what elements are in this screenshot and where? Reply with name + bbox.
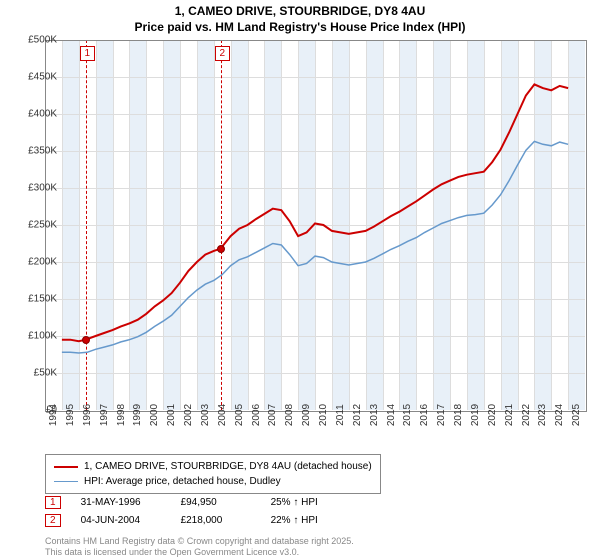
legend-swatch bbox=[54, 466, 78, 468]
sale-pct: 25% ↑ HPI bbox=[271, 497, 318, 508]
series-hpi bbox=[62, 141, 568, 353]
title-line1: 1, CAMEO DRIVE, STOURBRIDGE, DY8 4AU bbox=[175, 4, 426, 18]
legend-label: 1, CAMEO DRIVE, STOURBRIDGE, DY8 4AU (de… bbox=[84, 459, 372, 474]
series-property bbox=[62, 84, 568, 341]
legend-item: HPI: Average price, detached house, Dudl… bbox=[54, 474, 372, 489]
legend: 1, CAMEO DRIVE, STOURBRIDGE, DY8 4AU (de… bbox=[45, 454, 381, 494]
sale-row: 1 31-MAY-1996 £94,950 25% ↑ HPI bbox=[45, 496, 318, 509]
attrib-line2: This data is licensed under the Open Gov… bbox=[45, 547, 299, 557]
attribution: Contains HM Land Registry data © Crown c… bbox=[45, 536, 354, 558]
chart-container: 1, CAMEO DRIVE, STOURBRIDGE, DY8 4AU Pri… bbox=[0, 0, 600, 560]
sale-date: 04-JUN-2004 bbox=[81, 515, 161, 526]
sale-date: 31-MAY-1996 bbox=[81, 497, 161, 508]
legend-item: 1, CAMEO DRIVE, STOURBRIDGE, DY8 4AU (de… bbox=[54, 459, 372, 474]
legend-label: HPI: Average price, detached house, Dudl… bbox=[84, 474, 281, 489]
sale-price: £94,950 bbox=[181, 497, 251, 508]
sale-price: £218,000 bbox=[181, 515, 251, 526]
attrib-line1: Contains HM Land Registry data © Crown c… bbox=[45, 536, 354, 546]
sale-pct: 22% ↑ HPI bbox=[271, 515, 318, 526]
chart-title: 1, CAMEO DRIVE, STOURBRIDGE, DY8 4AU Pri… bbox=[0, 0, 600, 35]
sale-row: 2 04-JUN-2004 £218,000 22% ↑ HPI bbox=[45, 514, 318, 527]
sale-marker-box: 1 bbox=[45, 496, 61, 509]
legend-swatch bbox=[54, 481, 78, 483]
sale-marker-box: 2 bbox=[45, 514, 61, 527]
plot-svg bbox=[45, 40, 585, 410]
title-line2: Price paid vs. HM Land Registry's House … bbox=[135, 20, 466, 34]
